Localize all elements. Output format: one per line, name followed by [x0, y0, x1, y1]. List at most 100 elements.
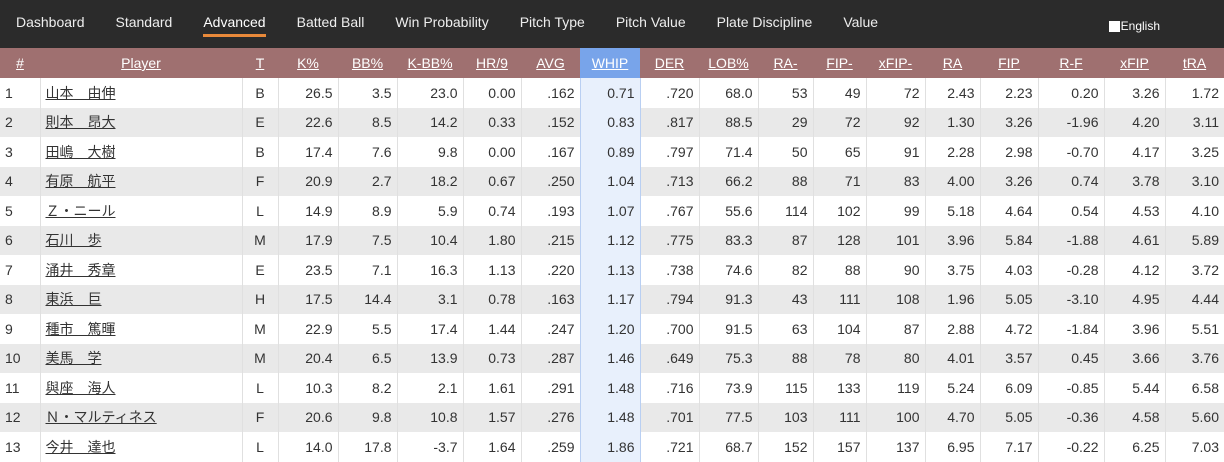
- player-name[interactable]: 則本 昂大: [39, 107, 242, 137]
- cell: .817: [639, 107, 699, 137]
- nav-bar: Dashboard Standard Advanced Batted Ball Win …: [0, 0, 1224, 48]
- player-name[interactable]: 種市 篤暉: [39, 314, 242, 344]
- cell: -1.84: [1037, 314, 1104, 344]
- cell: 17.4: [277, 137, 338, 167]
- cell: 137: [865, 432, 925, 462]
- column-header[interactable]: xFIP-: [866, 48, 925, 78]
- cell: 102: [812, 196, 866, 226]
- column-header[interactable]: WHIP: [580, 48, 640, 78]
- language-label[interactable]: English: [1120, 19, 1160, 33]
- player-name[interactable]: 東浜 巨: [39, 284, 242, 314]
- column-header[interactable]: K%: [278, 48, 338, 78]
- nav-tab[interactable]: Dashboard: [16, 14, 85, 30]
- cell: .738: [639, 255, 699, 285]
- cell: 17.9: [277, 225, 338, 255]
- cell: 111: [812, 402, 866, 432]
- player-name[interactable]: 田嶋 大樹: [39, 137, 242, 167]
- language-toggle[interactable]: English: [1108, 19, 1160, 33]
- cell: 53: [757, 78, 813, 108]
- cell: .797: [639, 137, 699, 167]
- cell: 91.5: [698, 314, 758, 344]
- cell: .167: [520, 137, 580, 167]
- cell: 10: [0, 343, 40, 373]
- cell: 6.5: [337, 343, 397, 373]
- cell: F: [241, 166, 278, 196]
- cell: 8.5: [337, 107, 397, 137]
- player-name[interactable]: 石川 歩: [39, 225, 242, 255]
- column-header[interactable]: RA-: [758, 48, 813, 78]
- player-name[interactable]: 今井 達也: [39, 432, 242, 462]
- column-header[interactable]: BB%: [338, 48, 397, 78]
- cell: 7: [5, 261, 13, 278]
- cell: -1.96: [1037, 107, 1104, 137]
- cell: -0.28: [1037, 255, 1104, 285]
- player-name[interactable]: 涌井 秀章: [39, 255, 242, 285]
- player-name[interactable]: Ｎ・マルティネス: [39, 402, 242, 432]
- nav-tab[interactable]: Plate Discipline: [716, 14, 813, 30]
- table-row: 8 東浜 巨 H 17.5 14.4 3.1 0.78.163 1.17.794 91.3 43 1…: [0, 284, 1224, 314]
- cell: 3.96: [924, 225, 980, 255]
- nav-tab[interactable]: Value: [843, 14, 879, 30]
- cell: 1: [5, 84, 13, 101]
- cell: 5.51: [1164, 314, 1224, 344]
- player-name[interactable]: Ｚ・ニール: [39, 196, 242, 226]
- player-name[interactable]: 山本 由伸: [39, 78, 242, 108]
- cell: 7.6: [337, 137, 397, 167]
- cell: .720: [639, 78, 699, 108]
- column-header[interactable]: AVG: [521, 48, 580, 78]
- column-header[interactable]: DER: [640, 48, 699, 78]
- column-header[interactable]: xFIP: [1104, 48, 1165, 78]
- column-header[interactable]: T: [242, 48, 278, 78]
- cell: 111: [812, 284, 866, 314]
- column-header[interactable]: RA: [925, 48, 980, 78]
- cell: .713: [639, 166, 699, 196]
- nav-tab[interactable]: Pitch Value: [615, 14, 686, 30]
- cell: H: [241, 284, 278, 314]
- cell: 4.20: [1103, 107, 1165, 137]
- cell: 1.72: [1164, 78, 1224, 108]
- player-name[interactable]: 與座 海人: [39, 373, 242, 403]
- cell: .162: [520, 78, 580, 108]
- player-name[interactable]: 美馬 学: [39, 343, 242, 373]
- cell: 0.78: [462, 284, 521, 314]
- cell: 5.5: [337, 314, 397, 344]
- nav-tab[interactable]: Win Probability: [395, 14, 489, 30]
- cell: 92: [865, 107, 925, 137]
- cell: 5.9: [396, 196, 463, 226]
- cell: 1.13: [579, 255, 641, 285]
- column-header[interactable]: #: [0, 48, 40, 78]
- cell: 0.00: [462, 78, 521, 108]
- cell: 1.57: [462, 402, 521, 432]
- nav-tab[interactable]: Pitch Type: [519, 14, 585, 30]
- cell: 4.01: [924, 343, 980, 373]
- cell: 2.88: [924, 314, 980, 344]
- cell: 4: [0, 166, 40, 196]
- cell: 1.64: [462, 432, 521, 462]
- checkbox[interactable]: [1108, 20, 1120, 32]
- column-header[interactable]: K-BB%: [397, 48, 463, 78]
- nav-tab[interactable]: Standard: [115, 14, 173, 30]
- cell: 3.75: [924, 255, 980, 285]
- cell: 11: [5, 379, 20, 396]
- cell: 74.6: [698, 255, 758, 285]
- cell: .700: [639, 314, 699, 344]
- nav-tab[interactable]: Advanced: [203, 0, 266, 37]
- cell: -0.70: [1037, 137, 1104, 167]
- column-header[interactable]: tRA: [1165, 48, 1224, 78]
- cell: 3.26: [979, 166, 1038, 196]
- player-name[interactable]: 有原 航平: [39, 166, 242, 196]
- cell: 66.2: [698, 166, 758, 196]
- column-header[interactable]: LOB%: [699, 48, 758, 78]
- nav-tab[interactable]: Batted Ball: [296, 14, 365, 30]
- column-header[interactable]: Player: [40, 48, 242, 78]
- column-header[interactable]: HR/9: [463, 48, 521, 78]
- cell: 16.3: [396, 255, 463, 285]
- column-header[interactable]: R-F: [1038, 48, 1104, 78]
- column-header[interactable]: FIP: [980, 48, 1038, 78]
- cell: M: [241, 343, 278, 373]
- column-header[interactable]: FIP-: [813, 48, 866, 78]
- cell: 5.84: [979, 225, 1038, 255]
- cell: 5.05: [979, 284, 1038, 314]
- cell: 88: [757, 166, 813, 196]
- cell: 1.20: [579, 314, 641, 344]
